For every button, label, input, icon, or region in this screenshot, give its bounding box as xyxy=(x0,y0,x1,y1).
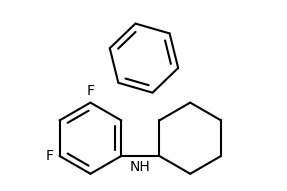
Text: F: F xyxy=(45,149,53,163)
Text: F: F xyxy=(86,83,94,98)
Text: NH: NH xyxy=(130,160,151,174)
